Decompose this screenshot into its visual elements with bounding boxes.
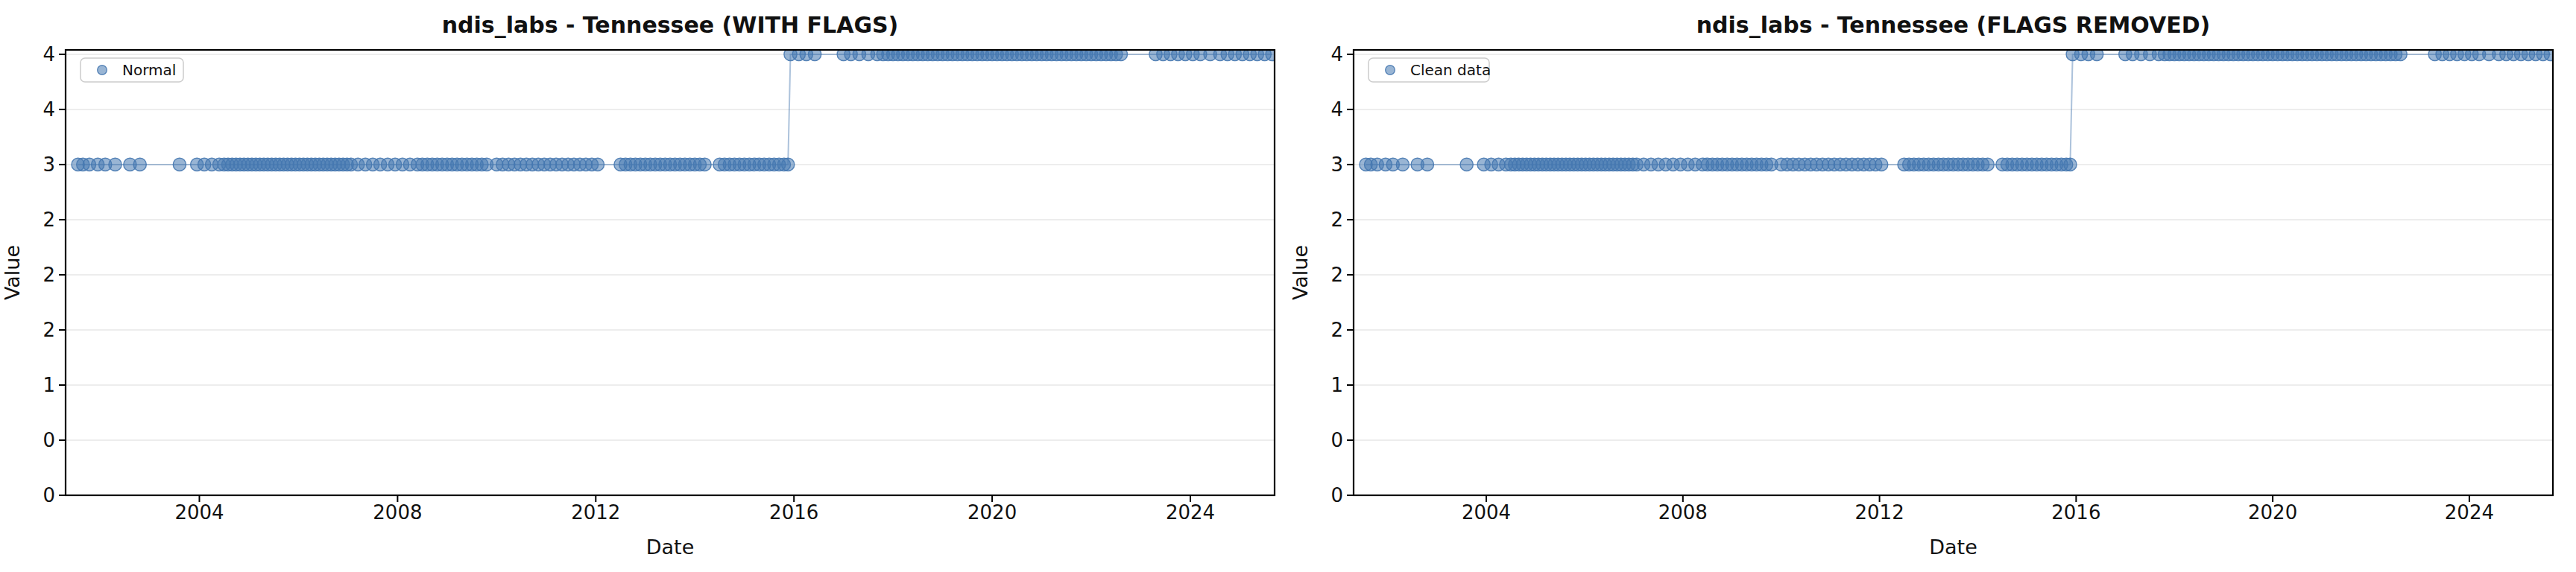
axes-spines: [1354, 50, 2553, 495]
y-axis-label: Value: [1289, 245, 1312, 300]
x-tick-label: 2020: [2248, 501, 2297, 524]
legend-marker: [1386, 66, 1395, 75]
y-tick-label: 2: [1330, 264, 1343, 286]
y-tick-label: 4: [1330, 43, 1343, 66]
data-point: [1460, 158, 1473, 171]
y-tick-label: 4: [42, 43, 55, 66]
data-point: [1396, 158, 1409, 171]
y-tick-label: 0: [1330, 484, 1343, 506]
x-tick-label: 2016: [769, 501, 818, 524]
x-tick-label: 2020: [967, 501, 1017, 524]
x-tick-label: 2016: [2051, 501, 2100, 524]
y-tick-label: 4: [42, 98, 55, 121]
legend-label: Clean data: [1410, 61, 1491, 79]
data-point: [109, 158, 121, 171]
y-tick-label: 2: [42, 319, 55, 341]
subplot-flags-removed: 2004 2008 2012 2016 2020 2024 0 0 1 2 2 2 3 4 4 ndis_la…: [1289, 12, 2557, 559]
x-tick-label: 2004: [174, 501, 224, 524]
data-point: [591, 158, 604, 171]
plot-title: ndis_labs - Tennessee (FLAGS REMOVED): [1696, 12, 2211, 38]
x-tick-label: 2024: [2445, 501, 2494, 524]
y-tick-label: 2: [42, 264, 55, 286]
y-tick-label: 1: [42, 374, 55, 396]
y-tick-label: 4: [1330, 98, 1343, 121]
plot-title: ndis_labs - Tennessee (WITH FLAGS): [442, 12, 899, 38]
x-tick-label: 2024: [1166, 501, 1215, 524]
axes-spines: [66, 50, 1275, 495]
x-tick-label: 2012: [571, 501, 620, 524]
data-point: [1981, 158, 1994, 171]
y-tick-label: 2: [1330, 209, 1343, 231]
y-tick-label: 1: [1330, 374, 1343, 396]
y-tick-label: 0: [42, 484, 55, 506]
legend-marker: [98, 66, 107, 75]
data-point: [1875, 158, 1888, 171]
data-point: [782, 158, 795, 171]
y-axis-label: Value: [1, 245, 24, 300]
x-tick-label: 2008: [373, 501, 422, 524]
y-tick-label: 2: [1330, 319, 1343, 341]
x-tick-label: 2004: [1462, 501, 1511, 524]
data-point: [1421, 158, 1433, 171]
x-tick-label: 2012: [1855, 501, 1904, 524]
data-point: [173, 158, 186, 171]
y-tick-label: 3: [42, 153, 55, 176]
x-axis-label: Date: [646, 536, 695, 559]
legend: Normal: [80, 58, 183, 82]
y-tick-label: 0: [1330, 429, 1343, 451]
dual-subplot-canvas: 200420082012201620202024001222344ndis_la…: [0, 0, 2576, 572]
x-axis-label: Date: [1929, 536, 1977, 559]
x-tick-label: 2008: [1658, 501, 1708, 524]
data-point: [698, 158, 711, 171]
data-point: [2064, 158, 2077, 171]
legend-label: Normal: [122, 61, 176, 79]
y-tick-label: 0: [42, 429, 55, 451]
y-tick-label: 3: [1330, 153, 1343, 176]
data-point: [133, 158, 146, 171]
subplot-with-flags: 2004 2008 2012 2016 2020 2024 0 0 1 2 2 2 3 4 4 ndis_la…: [1, 12, 1278, 559]
matplotlib-figure: 200420082012201620202024001222344ndis_la…: [0, 0, 2576, 572]
y-tick-label: 2: [42, 209, 55, 231]
legend: Clean data: [1368, 58, 1491, 82]
